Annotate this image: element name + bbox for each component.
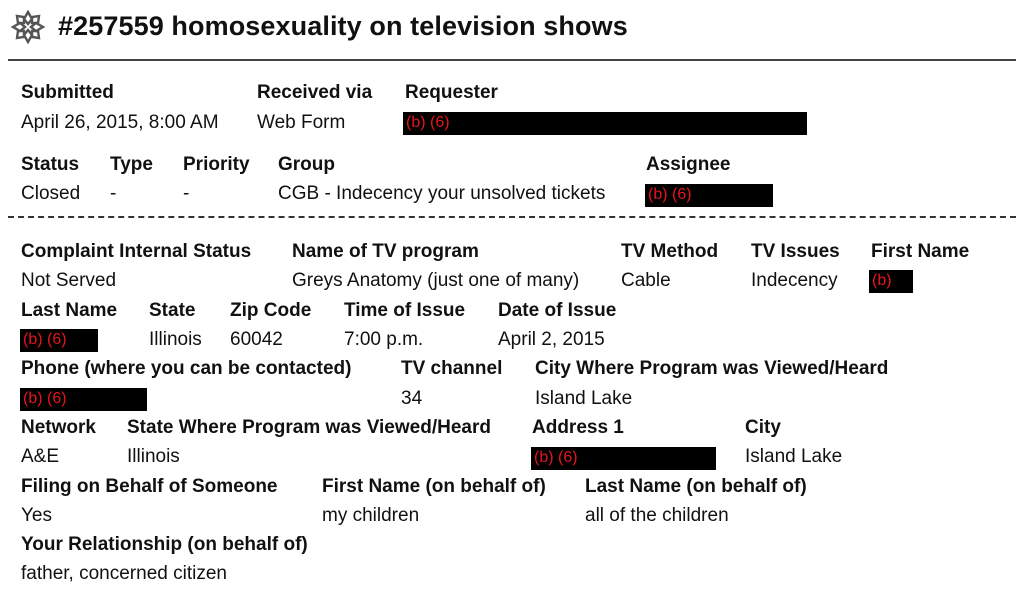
submitted-value: April 26, 2015, 8:00 AM xyxy=(21,112,219,133)
tv-channel-value: 34 xyxy=(401,388,423,409)
zip-code-value: 60042 xyxy=(230,329,283,350)
requester-label: Requester xyxy=(405,82,498,103)
group-label: Group xyxy=(278,154,335,175)
complaint-status-label: Complaint Internal Status xyxy=(21,241,252,262)
requester-redaction: (b) (6) xyxy=(403,112,807,135)
time-of-issue-value: 7:00 p.m. xyxy=(344,329,424,350)
group-value: CGB - Indecency your unsolved tickets xyxy=(278,183,606,204)
page-title: #257559 homosexuality on television show… xyxy=(58,11,628,41)
time-of-issue-label: Time of Issue xyxy=(344,300,466,321)
tv-method-label: TV Method xyxy=(621,241,719,262)
phone-redaction: (b) (6) xyxy=(20,388,147,411)
city-viewed-value: Island Lake xyxy=(535,388,633,409)
status-value: Closed xyxy=(21,183,81,204)
state-label: State xyxy=(149,300,196,321)
last-name-behalf-value: all of the children xyxy=(585,505,729,526)
assignee-label: Assignee xyxy=(646,154,731,175)
address1-redaction: (b) (6) xyxy=(531,447,716,470)
first-name-behalf-value: my children xyxy=(322,505,420,526)
date-of-issue-value: April 2, 2015 xyxy=(498,329,605,350)
type-label: Type xyxy=(110,154,153,175)
state-value: Illinois xyxy=(149,329,202,350)
priority-value: - xyxy=(183,183,190,204)
status-label: Status xyxy=(21,154,80,175)
ticket-flower-logo-icon xyxy=(9,8,47,46)
last-name-label: Last Name xyxy=(21,300,118,321)
submitted-label: Submitted xyxy=(21,82,114,103)
city-value: Island Lake xyxy=(745,446,843,467)
network-value: A&E xyxy=(21,446,60,467)
zip-code-label: Zip Code xyxy=(230,300,312,321)
tv-method-value: Cable xyxy=(621,270,671,291)
first-name-label: First Name xyxy=(871,241,970,262)
received-via-label: Received via xyxy=(257,82,373,103)
type-value: - xyxy=(110,183,117,204)
state-viewed-label: State Where Program was Viewed/Heard xyxy=(127,417,491,438)
assignee-redaction: (b) (6) xyxy=(645,184,773,207)
tv-channel-label: TV channel xyxy=(401,358,503,379)
phone-label: Phone (where you can be contacted) xyxy=(21,358,352,379)
city-viewed-label: City Where Program was Viewed/Heard xyxy=(535,358,889,379)
first-name-behalf-label: First Name (on behalf of) xyxy=(322,476,546,497)
relationship-value: father, concerned citizen xyxy=(21,563,227,584)
network-label: Network xyxy=(21,417,96,438)
first-name-redaction: (b) xyxy=(869,270,913,293)
state-viewed-value: Illinois xyxy=(127,446,180,467)
date-of-issue-label: Date of Issue xyxy=(498,300,617,321)
received-via-value: Web Form xyxy=(257,112,346,133)
tv-issues-label: TV Issues xyxy=(751,241,840,262)
last-name-redaction: (b) (6) xyxy=(20,329,98,352)
tv-issues-value: Indecency xyxy=(751,270,838,291)
complaint-status-value: Not Served xyxy=(21,270,117,291)
header-divider xyxy=(8,59,1016,61)
address1-label: Address 1 xyxy=(532,417,624,438)
last-name-behalf-label: Last Name (on behalf of) xyxy=(585,476,807,497)
priority-label: Priority xyxy=(183,154,250,175)
filing-on-behalf-value: Yes xyxy=(21,505,52,526)
tv-program-value: Greys Anatomy (just one of many) xyxy=(292,270,580,291)
tv-program-label: Name of TV program xyxy=(292,241,479,262)
city-label: City xyxy=(745,417,781,438)
section-divider xyxy=(8,216,1016,218)
relationship-label: Your Relationship (on behalf of) xyxy=(21,534,308,555)
filing-on-behalf-label: Filing on Behalf of Someone xyxy=(21,476,278,497)
